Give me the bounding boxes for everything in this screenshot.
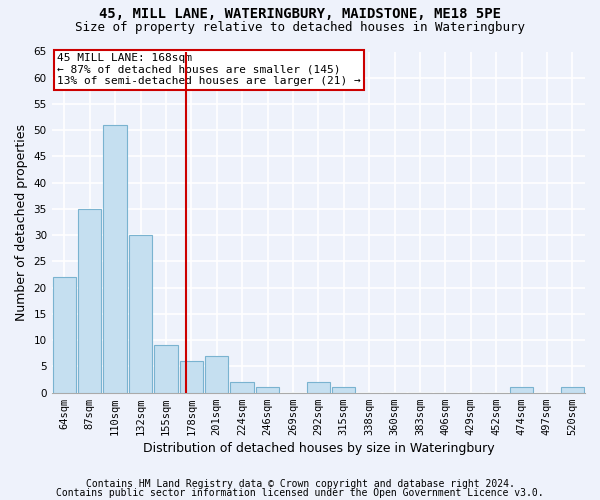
Bar — [179, 361, 203, 392]
Text: Size of property relative to detached houses in Wateringbury: Size of property relative to detached ho… — [75, 21, 525, 34]
Bar — [560, 388, 584, 392]
Bar — [154, 346, 178, 393]
Bar — [230, 382, 254, 392]
X-axis label: Distribution of detached houses by size in Wateringbury: Distribution of detached houses by size … — [143, 442, 494, 455]
Bar — [510, 388, 533, 392]
Bar — [256, 388, 279, 392]
Bar — [53, 277, 76, 392]
Text: Contains public sector information licensed under the Open Government Licence v3: Contains public sector information licen… — [56, 488, 544, 498]
Text: 45, MILL LANE, WATERINGBURY, MAIDSTONE, ME18 5PE: 45, MILL LANE, WATERINGBURY, MAIDSTONE, … — [99, 8, 501, 22]
Text: Contains HM Land Registry data © Crown copyright and database right 2024.: Contains HM Land Registry data © Crown c… — [86, 479, 514, 489]
Y-axis label: Number of detached properties: Number of detached properties — [15, 124, 28, 320]
Bar — [205, 356, 229, 393]
Bar — [78, 209, 101, 392]
Bar — [103, 125, 127, 392]
Text: 45 MILL LANE: 168sqm
← 87% of detached houses are smaller (145)
13% of semi-deta: 45 MILL LANE: 168sqm ← 87% of detached h… — [57, 53, 361, 86]
Bar — [307, 382, 330, 392]
Bar — [332, 388, 355, 392]
Bar — [129, 235, 152, 392]
